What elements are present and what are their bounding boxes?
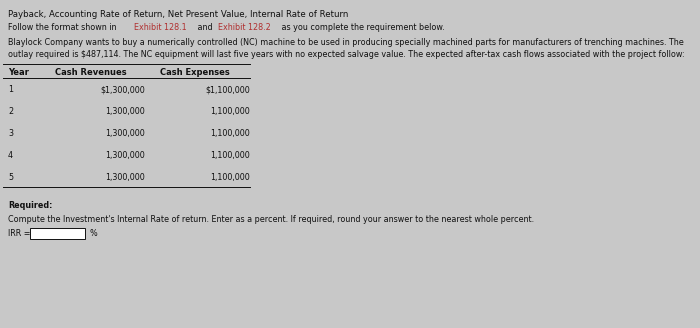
Text: 1: 1 [8, 85, 13, 94]
Text: 1,300,000: 1,300,000 [105, 107, 145, 116]
Text: Cash Revenues: Cash Revenues [55, 68, 127, 77]
Text: Required:: Required: [8, 201, 52, 210]
Text: $1,100,000: $1,100,000 [205, 85, 250, 94]
Text: 1,100,000: 1,100,000 [210, 107, 250, 116]
Text: $1,300,000: $1,300,000 [100, 85, 145, 94]
Bar [30, 228, 85, 239]
Text: 1,300,000: 1,300,000 [105, 129, 145, 138]
Text: 1,100,000: 1,100,000 [210, 151, 250, 160]
Text: 2: 2 [8, 107, 13, 116]
Text: Exhibit 128.2: Exhibit 128.2 [218, 23, 271, 32]
Text: Follow the format shown in: Follow the format shown in [8, 23, 119, 32]
Text: as you complete the requirement below.: as you complete the requirement below. [279, 23, 444, 32]
Text: 1,100,000: 1,100,000 [210, 129, 250, 138]
Text: Year: Year [8, 68, 29, 77]
Text: IRR =: IRR = [8, 229, 31, 238]
Text: 4: 4 [8, 151, 13, 160]
Text: %: % [89, 229, 97, 238]
Text: Payback, Accounting Rate of Return, Net Present Value, Internal Rate of Return: Payback, Accounting Rate of Return, Net … [8, 10, 349, 19]
Text: 1,300,000: 1,300,000 [105, 151, 145, 160]
Text: 1,100,000: 1,100,000 [210, 173, 250, 182]
Text: 3: 3 [8, 129, 13, 138]
Text: outlay required is $487,114. The NC equipment will last five years with no expec: outlay required is $487,114. The NC equi… [8, 50, 685, 59]
Text: Cash Expenses: Cash Expenses [160, 68, 230, 77]
Text: Exhibit 128.1: Exhibit 128.1 [134, 23, 187, 32]
Text: and: and [195, 23, 215, 32]
Text: 5: 5 [8, 173, 13, 182]
Text: 1,300,000: 1,300,000 [105, 173, 145, 182]
Text: Blaylock Company wants to buy a numerically controlled (NC) machine to be used i: Blaylock Company wants to buy a numerica… [8, 38, 684, 47]
Text: Compute the Investment's Internal Rate of return. Enter as a percent. If require: Compute the Investment's Internal Rate o… [8, 215, 534, 224]
